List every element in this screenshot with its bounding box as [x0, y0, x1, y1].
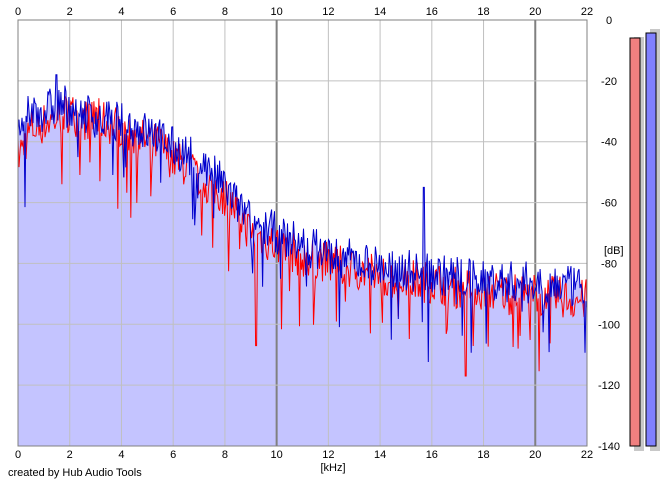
x-tick-label-bottom: 4: [118, 449, 124, 461]
plot-border: [17, 19, 588, 447]
x-tick-label-bottom: 16: [426, 449, 438, 461]
x-tick-label-bottom: 2: [67, 449, 73, 461]
y-tick-label: -140: [598, 441, 620, 453]
x-tick-label-top: 18: [477, 6, 489, 18]
series-lines: [17, 74, 588, 377]
y-axis-label: [dB]: [604, 245, 624, 257]
x-tick-label-top: 10: [271, 6, 283, 18]
y-tick-labels: 0 -20 -40 -60 -80 -100 -120 -140: [598, 15, 620, 453]
meter-right-bar: [645, 32, 657, 447]
x-tick-labels-bottom: 0 2 4 6 8 10 12 14 16 18 20 22: [15, 449, 593, 461]
y-tick-label: -80: [601, 258, 617, 270]
x-tick-label-top: 4: [118, 6, 124, 18]
y-tick-label: -40: [601, 137, 617, 149]
x-tick-label-top: 6: [170, 6, 176, 18]
x-tick-label-top: 14: [374, 6, 386, 18]
credit-text: created by Hub Audio Tools: [8, 467, 142, 479]
y-tick-label: 0: [606, 15, 612, 27]
x-tick-label-top: 12: [322, 6, 334, 18]
x-tick-label-top: 22: [581, 6, 593, 18]
x-tick-label-bottom: 0: [15, 449, 21, 461]
series-left-channel: [17, 95, 588, 377]
x-tick-label-bottom: 12: [322, 449, 334, 461]
x-tick-label-bottom: 14: [374, 449, 386, 461]
x-tick-label-top: 0: [15, 6, 21, 18]
x-tick-label-bottom: 18: [477, 449, 489, 461]
level-meter: [629, 29, 660, 451]
x-tick-labels-top: 0 2 4 6 8 10 12 14 16 18 20 22: [15, 6, 593, 18]
x-tick-label-top: 20: [529, 6, 541, 18]
x-tick-label-bottom: 8: [222, 449, 228, 461]
x-tick-label-top: 2: [67, 6, 73, 18]
x-tick-label-bottom: 20: [529, 449, 541, 461]
y-tick-label: -100: [598, 319, 620, 331]
y-tick-label: -20: [601, 76, 617, 88]
meter-left-bar: [629, 37, 641, 447]
x-tick-label-top: 8: [222, 6, 228, 18]
y-tick-label: -120: [598, 380, 620, 392]
x-axis-label: [kHz]: [320, 462, 345, 474]
x-tick-label-bottom: 10: [271, 449, 283, 461]
x-tick-label-bottom: 6: [170, 449, 176, 461]
x-tick-label-bottom: 22: [581, 449, 593, 461]
series-right-channel: [17, 74, 588, 363]
x-tick-label-top: 16: [426, 6, 438, 18]
y-tick-label: -60: [601, 198, 617, 210]
